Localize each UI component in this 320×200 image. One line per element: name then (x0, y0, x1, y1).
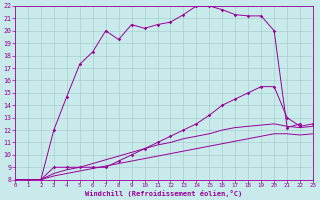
X-axis label: Windchill (Refroidissement éolien,°C): Windchill (Refroidissement éolien,°C) (85, 190, 243, 197)
